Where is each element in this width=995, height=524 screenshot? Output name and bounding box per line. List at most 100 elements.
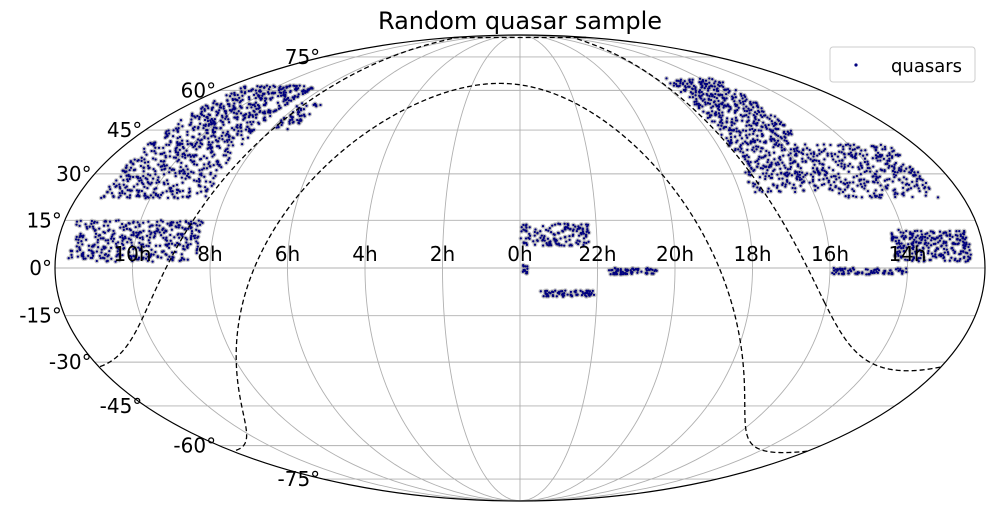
data-point: [277, 126, 280, 129]
data-point: [301, 90, 304, 93]
data-point: [96, 241, 99, 244]
data-point: [189, 242, 192, 246]
data-point: [251, 103, 255, 107]
data-point: [756, 186, 759, 189]
data-point: [555, 242, 558, 245]
data-point: [198, 230, 201, 233]
data-point: [195, 141, 199, 144]
data-point: [743, 94, 746, 97]
data-point: [713, 85, 716, 88]
data-point: [174, 156, 178, 159]
data-point: [121, 234, 124, 237]
data-point: [636, 271, 639, 274]
data-point: [79, 232, 82, 235]
data-point: [100, 196, 103, 200]
data-point: [607, 269, 611, 272]
data-point: [719, 128, 722, 131]
data-point: [242, 114, 245, 117]
data-point: [122, 228, 125, 232]
data-point: [691, 92, 695, 95]
data-point: [106, 255, 109, 258]
data-point: [90, 249, 93, 252]
data-point: [126, 188, 129, 192]
data-point: [181, 181, 184, 184]
data-point: [686, 82, 689, 85]
data-point: [154, 232, 157, 235]
data-point: [220, 134, 223, 138]
data-point: [544, 291, 547, 295]
data-point: [264, 102, 267, 106]
data-point: [184, 236, 187, 240]
data-point: [714, 92, 717, 96]
data-point: [800, 171, 804, 174]
data-point: [102, 245, 105, 248]
data-point: [79, 219, 82, 223]
data-point: [764, 125, 768, 129]
data-point: [718, 81, 722, 84]
data-point: [736, 139, 739, 142]
data-point: [592, 293, 596, 297]
data-point: [551, 293, 555, 297]
data-point: [199, 157, 203, 161]
data-point: [206, 119, 210, 123]
data-point: [177, 224, 180, 227]
data-point: [84, 257, 87, 260]
data-point: [154, 158, 157, 161]
data-point: [142, 182, 145, 186]
data-point: [741, 129, 745, 132]
data-point: [739, 131, 742, 134]
data-point: [809, 158, 812, 161]
data-point: [586, 225, 589, 228]
data-point: [737, 106, 740, 109]
data-point: [773, 158, 776, 161]
data-point: [202, 124, 205, 127]
data-point: [174, 151, 178, 154]
data-point: [520, 230, 523, 233]
data-point: [285, 85, 288, 88]
data-point: [786, 168, 790, 171]
data-point: [224, 149, 227, 153]
data-point: [265, 97, 268, 100]
data-point: [209, 145, 212, 148]
data-point: [223, 109, 226, 113]
data-point: [291, 118, 294, 121]
data-point: [123, 192, 127, 195]
data-point: [711, 78, 714, 81]
data-point: [581, 227, 584, 230]
data-point: [106, 224, 110, 227]
data-point: [548, 227, 551, 230]
data-point: [100, 248, 103, 251]
data-point: [723, 104, 726, 107]
data-point: [727, 129, 731, 132]
data-point: [528, 226, 531, 229]
data-point: [217, 145, 221, 148]
data-point: [75, 220, 79, 223]
data-point: [186, 143, 189, 146]
data-point: [256, 85, 259, 88]
data-point: [149, 174, 152, 177]
data-point: [669, 82, 672, 85]
data-point: [780, 171, 783, 175]
data-point: [248, 111, 251, 115]
data-point: [90, 219, 94, 223]
data-point: [634, 268, 638, 271]
data-point: [292, 84, 295, 87]
data-point: [823, 182, 826, 186]
data-point: [119, 226, 122, 229]
data-point: [194, 234, 197, 237]
data-point: [688, 78, 691, 81]
data-point: [182, 258, 186, 261]
data-point: [545, 289, 549, 293]
data-point: [101, 237, 105, 240]
data-point: [117, 196, 120, 199]
data-point: [204, 123, 207, 126]
data-point: [202, 167, 206, 170]
data-point: [706, 112, 709, 115]
data-point: [319, 103, 322, 107]
data-point: [261, 92, 265, 95]
data-point: [122, 225, 125, 229]
data-point: [166, 196, 170, 200]
data-point: [806, 153, 809, 156]
data-point: [757, 129, 760, 132]
data-point: [560, 244, 563, 247]
